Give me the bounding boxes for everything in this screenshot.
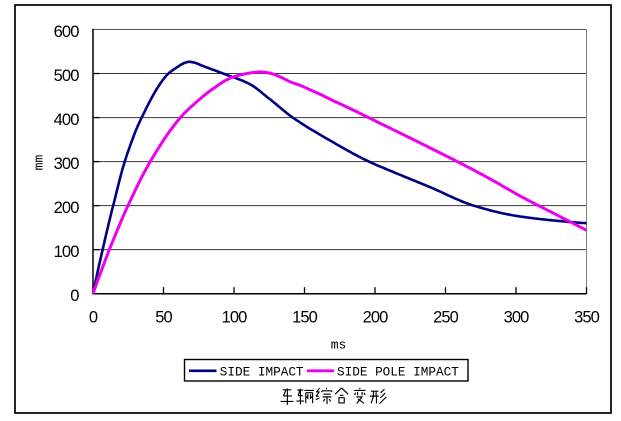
svg-text:100: 100 [54, 243, 80, 261]
svg-text:mm: mm [32, 155, 47, 171]
svg-text:200: 200 [54, 199, 80, 217]
svg-text:150: 150 [292, 309, 318, 327]
svg-text:0: 0 [70, 287, 79, 305]
svg-text:SIDE IMPACT: SIDE IMPACT [220, 365, 304, 380]
svg-text:300: 300 [504, 309, 530, 327]
svg-text:SIDE POLE IMPACT: SIDE POLE IMPACT [337, 365, 459, 380]
svg-text:ms: ms [331, 337, 347, 352]
svg-text:500: 500 [54, 67, 80, 85]
svg-text:0: 0 [89, 309, 98, 327]
svg-text:200: 200 [363, 309, 389, 327]
svg-text:100: 100 [222, 309, 248, 327]
svg-text:50: 50 [155, 309, 172, 327]
svg-text:250: 250 [433, 309, 459, 327]
svg-text:400: 400 [54, 111, 80, 129]
svg-text:300: 300 [54, 155, 80, 173]
svg-text:350: 350 [574, 309, 600, 327]
svg-text:600: 600 [54, 23, 80, 41]
